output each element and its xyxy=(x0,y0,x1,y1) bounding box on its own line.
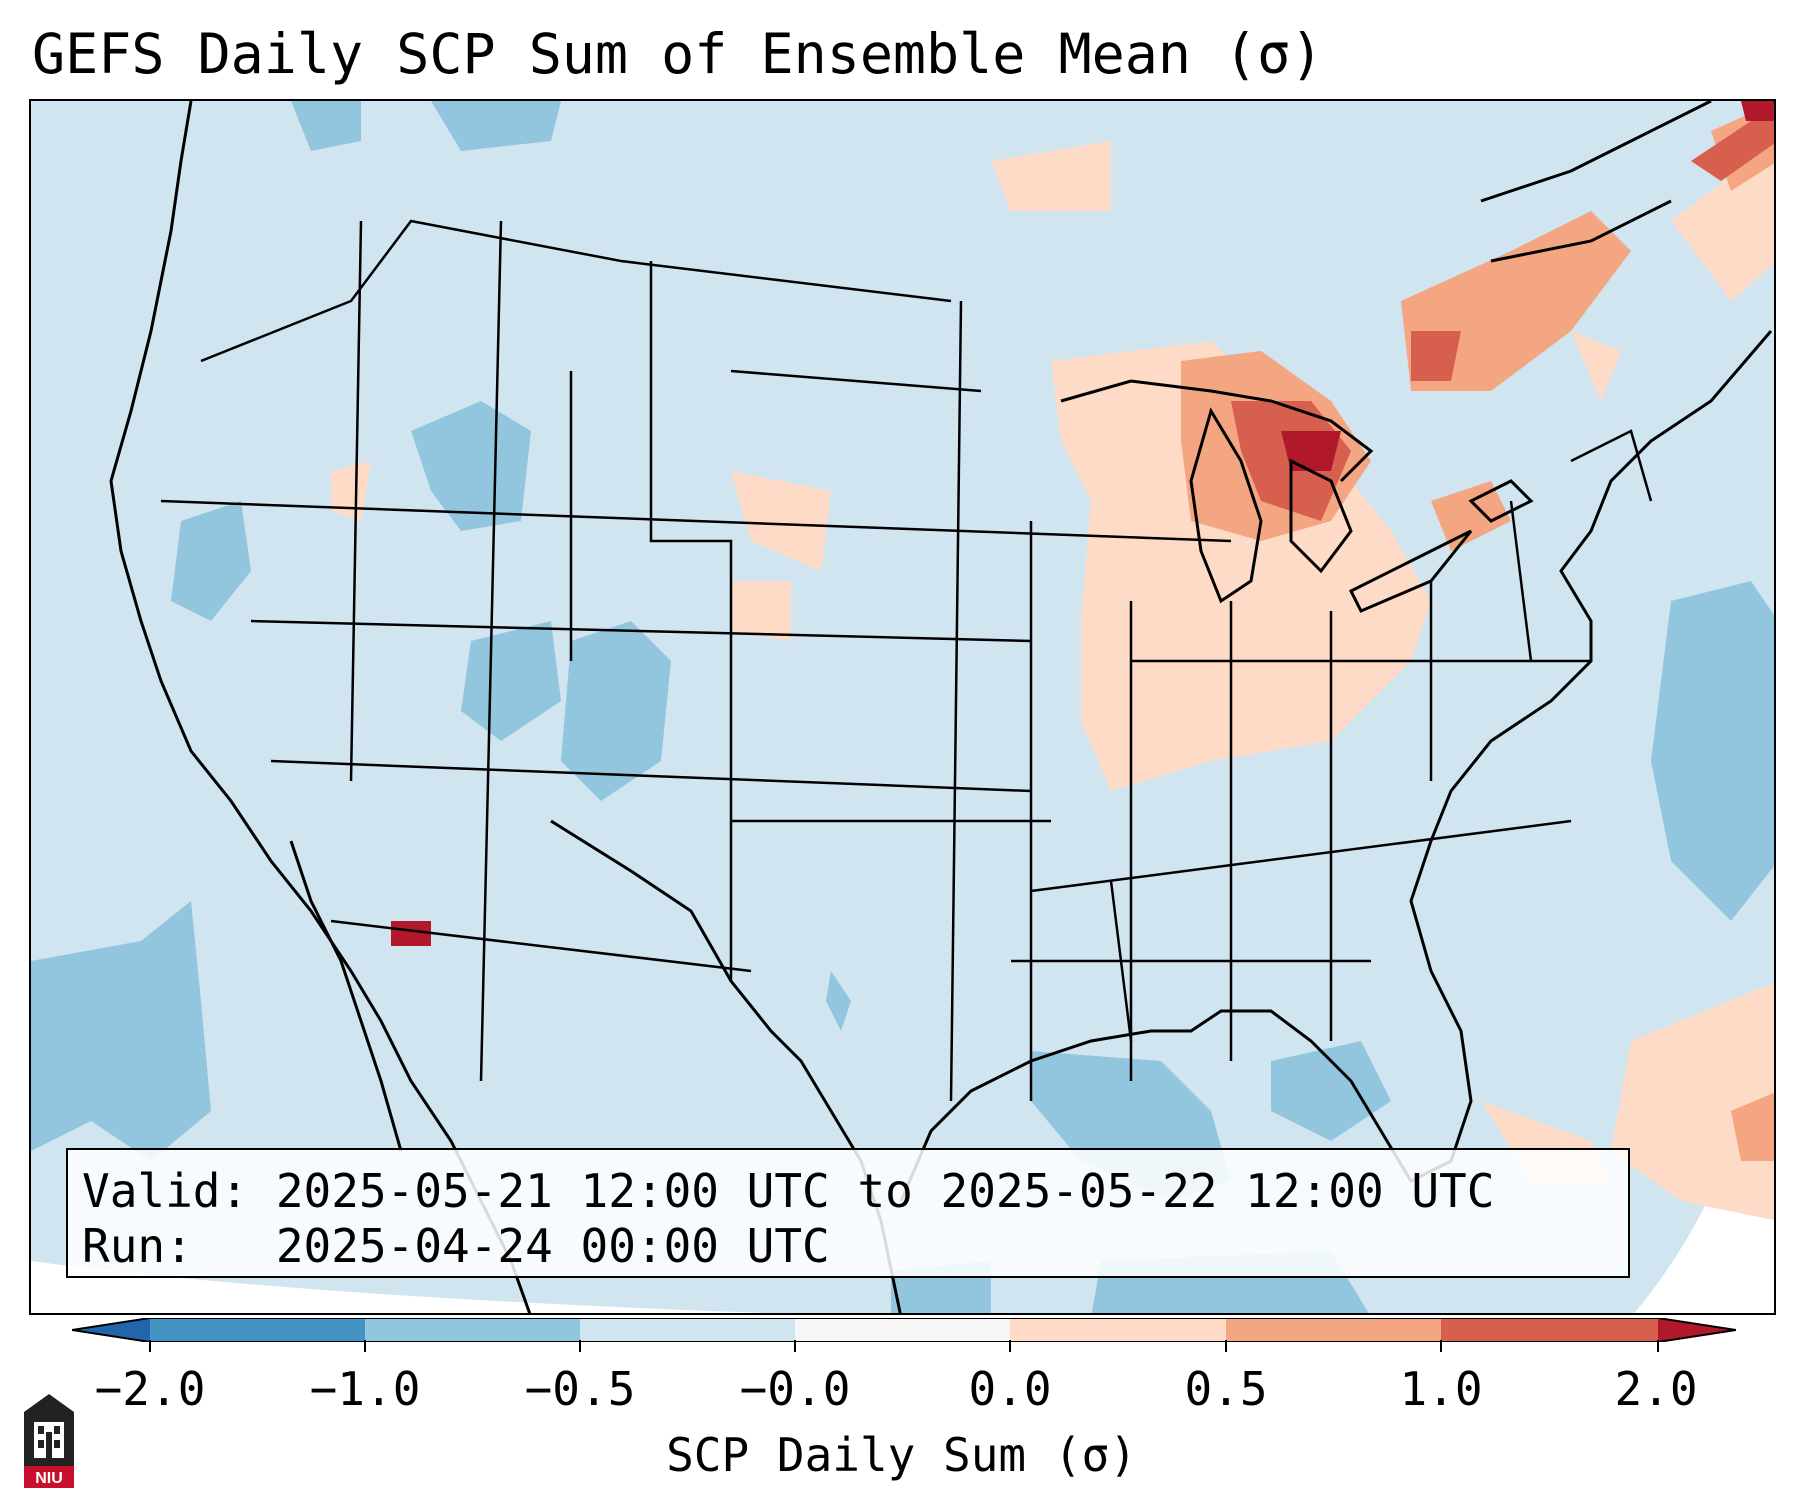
state-borders xyxy=(160,219,1653,1102)
svg-text:NIU: NIU xyxy=(35,1470,63,1487)
map-canvas xyxy=(31,101,1774,1313)
colorbar-extend-low xyxy=(72,1318,150,1342)
colorbar-tick xyxy=(794,1340,796,1352)
colorbar-tick xyxy=(1009,1340,1011,1352)
colorbar-segment xyxy=(795,1318,1010,1342)
colorbar-tick-label: −0.0 xyxy=(739,1362,851,1416)
map-panel xyxy=(29,99,1776,1315)
projection-edge xyxy=(31,1261,766,1313)
colorbar-tick xyxy=(1440,1340,1442,1352)
colorbar-segment xyxy=(1441,1318,1658,1342)
colorbar-ticks: −2.0 −1.0 −0.5 −0.0 0.0 0.5 1.0 2.0 xyxy=(0,1340,1803,1420)
colorbar-segment xyxy=(365,1318,580,1342)
colorbar-tick xyxy=(579,1340,581,1352)
colorbar-tick-label: 0.0 xyxy=(968,1362,1052,1416)
colorbar-segment xyxy=(1226,1318,1441,1342)
colorbar-label: SCP Daily Sum (σ) xyxy=(666,1428,1137,1482)
valid-time-line: Valid: 2025-05-21 12:00 UTC to 2025-05-2… xyxy=(82,1164,1495,1218)
colorbar-segment xyxy=(150,1318,365,1342)
positive-light-areas xyxy=(331,141,1774,1221)
run-time-line: Run: 2025-04-24 00:00 UTC xyxy=(82,1219,830,1273)
colorbar-tick-label: −2.0 xyxy=(94,1362,206,1416)
colorbar-tick-label: 1.0 xyxy=(1399,1362,1483,1416)
colorbar-tick xyxy=(1225,1340,1227,1352)
niu-logo: NIU xyxy=(24,1394,74,1488)
colorbar xyxy=(72,1318,1736,1342)
colorbar-tick-label: −1.0 xyxy=(309,1362,421,1416)
negative-anomaly-areas xyxy=(31,101,1774,1313)
colorbar-tick-label: 2.0 xyxy=(1614,1362,1698,1416)
coastlines xyxy=(109,101,1773,1313)
colorbar-tick xyxy=(1657,1340,1659,1352)
colorbar-tick-label: 0.5 xyxy=(1184,1362,1268,1416)
colorbar-extend-high xyxy=(1658,1318,1736,1342)
colorbar-tick xyxy=(149,1340,151,1352)
colorbar-tick-label: −0.5 xyxy=(524,1362,636,1416)
map-title: GEFS Daily SCP Sum of Ensemble Mean (σ) xyxy=(32,22,1324,86)
colorbar-segment xyxy=(580,1318,795,1342)
positive-extreme-areas xyxy=(391,101,1774,946)
valid-run-infobox: Valid: 2025-05-21 12:00 UTC to 2025-05-2… xyxy=(66,1148,1630,1278)
colorbar-tick xyxy=(364,1340,366,1352)
great-lakes xyxy=(1060,379,1534,613)
colorbar-segment xyxy=(1010,1318,1226,1342)
